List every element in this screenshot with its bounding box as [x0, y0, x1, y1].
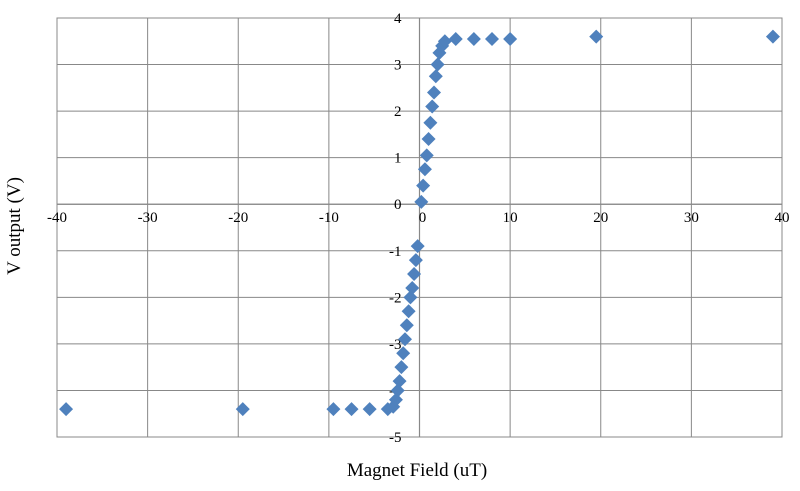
- x-tick-label: -30: [138, 210, 158, 226]
- x-tick-label: 10: [503, 210, 518, 226]
- y-tick-label: -2: [389, 290, 402, 306]
- data-point: [437, 34, 452, 49]
- data-point: [419, 148, 434, 163]
- y-tick-label: 1: [394, 151, 402, 167]
- data-point: [430, 57, 445, 72]
- data-point: [59, 402, 74, 417]
- data-point: [392, 374, 407, 389]
- y-tick-label: -1: [389, 244, 402, 260]
- y-tick-label: 4: [394, 11, 402, 27]
- data-point: [408, 253, 423, 268]
- data-point: [388, 392, 403, 407]
- data-point: [589, 29, 604, 44]
- data-point: [428, 69, 443, 84]
- y-axis-title: V output (V): [4, 177, 25, 275]
- data-point: [407, 267, 422, 282]
- y-tick-label: 2: [394, 104, 402, 120]
- x-axis-title: Magnet Field (uT): [347, 460, 487, 481]
- data-point: [344, 402, 359, 417]
- data-point: [421, 132, 436, 147]
- data-point: [394, 360, 409, 375]
- x-tick-label: -10: [319, 210, 339, 226]
- data-point: [765, 29, 780, 44]
- data-point: [405, 281, 420, 296]
- data-point: [427, 85, 441, 100]
- data-point: [398, 332, 412, 347]
- data-point: [448, 31, 463, 46]
- data-point: [423, 115, 438, 130]
- data-point: [396, 346, 411, 361]
- data-point: [466, 31, 481, 46]
- data-point: [417, 162, 432, 177]
- x-tick-label: 20: [593, 210, 608, 226]
- data-point: [414, 194, 429, 209]
- data-point: [399, 318, 414, 333]
- data-point: [362, 402, 377, 417]
- data-points: [59, 29, 780, 417]
- data-point: [416, 178, 431, 193]
- y-tick-label: -5: [389, 430, 402, 446]
- data-point: [425, 99, 440, 114]
- y-tick-label: -3: [389, 337, 402, 353]
- data-point: [326, 402, 341, 417]
- data-point: [485, 31, 499, 46]
- data-point: [410, 239, 425, 254]
- x-tick-label: 30: [684, 210, 699, 226]
- data-point: [390, 383, 405, 398]
- axes: [57, 18, 782, 437]
- data-point: [503, 31, 518, 46]
- y-tick-label: 3: [394, 58, 402, 74]
- data-point: [235, 402, 250, 417]
- data-point: [401, 304, 416, 319]
- x-tick-label: 40: [775, 210, 790, 226]
- x-tick-label: -20: [228, 210, 248, 226]
- y-tick-label: 0: [394, 197, 402, 213]
- data-point: [403, 290, 418, 305]
- x-tick-label: 0: [419, 210, 427, 226]
- x-tick-label: -40: [47, 210, 67, 226]
